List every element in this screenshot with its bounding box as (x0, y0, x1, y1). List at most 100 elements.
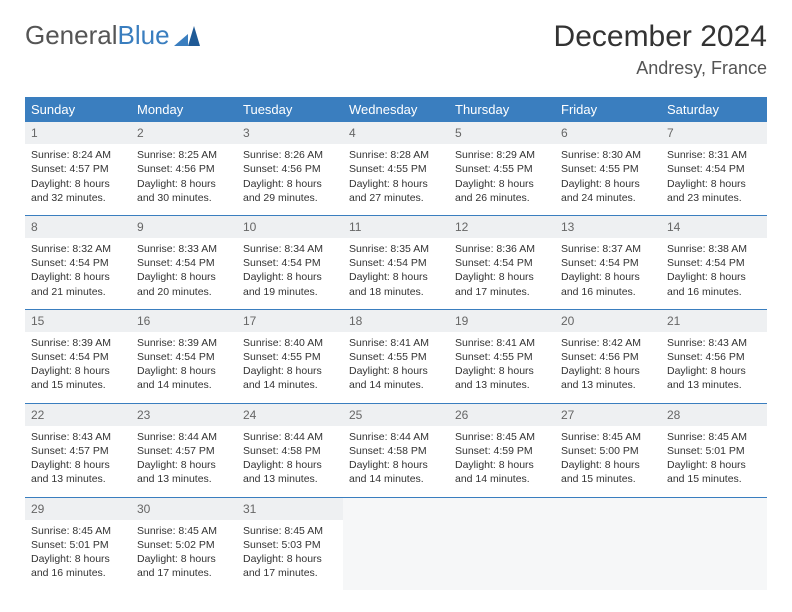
day-number: 26 (449, 403, 555, 426)
daylight-text-2: and 17 minutes. (455, 285, 549, 299)
day-number: 12 (449, 215, 555, 238)
sunset-text: Sunset: 4:56 PM (137, 162, 231, 176)
daylight-text-2: and 19 minutes. (243, 285, 337, 299)
sunset-text: Sunset: 5:03 PM (243, 538, 337, 552)
sunset-text: Sunset: 4:54 PM (31, 256, 125, 270)
day-info: Sunrise: 8:30 AMSunset: 4:55 PMDaylight:… (555, 144, 661, 215)
daylight-text-2: and 16 minutes. (31, 566, 125, 580)
sunset-text: Sunset: 4:55 PM (349, 350, 443, 364)
weekday-header: Sunday (25, 97, 131, 122)
day-number-row: 22232425262728 (25, 403, 767, 426)
day-info: Sunrise: 8:43 AMSunset: 4:57 PMDaylight:… (25, 426, 131, 497)
daylight-text-1: Daylight: 8 hours (137, 552, 231, 566)
sunrise-text: Sunrise: 8:31 AM (667, 148, 761, 162)
sunset-text: Sunset: 4:58 PM (243, 444, 337, 458)
day-info: Sunrise: 8:41 AMSunset: 4:55 PMDaylight:… (449, 332, 555, 403)
day-number: 1 (25, 122, 131, 144)
daylight-text-2: and 15 minutes. (561, 472, 655, 486)
daylight-text-2: and 15 minutes. (667, 472, 761, 486)
sunset-text: Sunset: 4:57 PM (137, 444, 231, 458)
sunrise-text: Sunrise: 8:26 AM (243, 148, 337, 162)
sunrise-text: Sunrise: 8:45 AM (455, 430, 549, 444)
daylight-text-1: Daylight: 8 hours (243, 458, 337, 472)
sunrise-text: Sunrise: 8:33 AM (137, 242, 231, 256)
day-info: Sunrise: 8:45 AMSunset: 5:03 PMDaylight:… (237, 520, 343, 591)
day-number: 20 (555, 309, 661, 332)
day-number: 19 (449, 309, 555, 332)
daylight-text-1: Daylight: 8 hours (667, 270, 761, 284)
sunset-text: Sunset: 4:54 PM (243, 256, 337, 270)
daylight-text-2: and 13 minutes. (667, 378, 761, 392)
daylight-text-1: Daylight: 8 hours (561, 270, 655, 284)
sunset-text: Sunset: 4:55 PM (455, 350, 549, 364)
day-info-row: Sunrise: 8:32 AMSunset: 4:54 PMDaylight:… (25, 238, 767, 309)
day-info: Sunrise: 8:36 AMSunset: 4:54 PMDaylight:… (449, 238, 555, 309)
day-info: Sunrise: 8:45 AMSunset: 5:01 PMDaylight:… (661, 426, 767, 497)
day-number: 8 (25, 215, 131, 238)
daylight-text-2: and 26 minutes. (455, 191, 549, 205)
daylight-text-1: Daylight: 8 hours (31, 458, 125, 472)
sunrise-text: Sunrise: 8:24 AM (31, 148, 125, 162)
day-number: 14 (661, 215, 767, 238)
sunset-text: Sunset: 4:55 PM (243, 350, 337, 364)
day-info: Sunrise: 8:25 AMSunset: 4:56 PMDaylight:… (131, 144, 237, 215)
daylight-text-2: and 20 minutes. (137, 285, 231, 299)
day-info: Sunrise: 8:31 AMSunset: 4:54 PMDaylight:… (661, 144, 767, 215)
sunrise-text: Sunrise: 8:45 AM (561, 430, 655, 444)
day-number (343, 497, 449, 520)
day-info: Sunrise: 8:45 AMSunset: 5:02 PMDaylight:… (131, 520, 237, 591)
daylight-text-2: and 14 minutes. (243, 378, 337, 392)
day-number: 17 (237, 309, 343, 332)
sunrise-text: Sunrise: 8:29 AM (455, 148, 549, 162)
day-number: 13 (555, 215, 661, 238)
day-number: 22 (25, 403, 131, 426)
daylight-text-1: Daylight: 8 hours (137, 270, 231, 284)
day-number: 27 (555, 403, 661, 426)
sunrise-text: Sunrise: 8:40 AM (243, 336, 337, 350)
day-number (661, 497, 767, 520)
daylight-text-1: Daylight: 8 hours (31, 177, 125, 191)
daylight-text-2: and 29 minutes. (243, 191, 337, 205)
day-info-row: Sunrise: 8:39 AMSunset: 4:54 PMDaylight:… (25, 332, 767, 403)
day-info: Sunrise: 8:45 AMSunset: 5:00 PMDaylight:… (555, 426, 661, 497)
daylight-text-2: and 27 minutes. (349, 191, 443, 205)
sunrise-text: Sunrise: 8:43 AM (667, 336, 761, 350)
daylight-text-2: and 15 minutes. (31, 378, 125, 392)
sunset-text: Sunset: 4:54 PM (137, 256, 231, 270)
sunrise-text: Sunrise: 8:45 AM (31, 524, 125, 538)
sunset-text: Sunset: 4:54 PM (667, 162, 761, 176)
daylight-text-2: and 21 minutes. (31, 285, 125, 299)
day-info: Sunrise: 8:38 AMSunset: 4:54 PMDaylight:… (661, 238, 767, 309)
day-info (555, 520, 661, 591)
day-info: Sunrise: 8:33 AMSunset: 4:54 PMDaylight:… (131, 238, 237, 309)
day-info: Sunrise: 8:34 AMSunset: 4:54 PMDaylight:… (237, 238, 343, 309)
daylight-text-2: and 32 minutes. (31, 191, 125, 205)
day-info: Sunrise: 8:26 AMSunset: 4:56 PMDaylight:… (237, 144, 343, 215)
daylight-text-1: Daylight: 8 hours (455, 177, 549, 191)
day-number: 11 (343, 215, 449, 238)
daylight-text-2: and 14 minutes. (455, 472, 549, 486)
weekday-header: Thursday (449, 97, 555, 122)
daylight-text-1: Daylight: 8 hours (31, 270, 125, 284)
day-number: 25 (343, 403, 449, 426)
weekday-header: Friday (555, 97, 661, 122)
day-number: 21 (661, 309, 767, 332)
day-info-row: Sunrise: 8:45 AMSunset: 5:01 PMDaylight:… (25, 520, 767, 591)
logo-text-1: General (25, 20, 118, 51)
daylight-text-1: Daylight: 8 hours (31, 552, 125, 566)
sunset-text: Sunset: 5:01 PM (667, 444, 761, 458)
daylight-text-1: Daylight: 8 hours (667, 177, 761, 191)
daylight-text-2: and 13 minutes. (31, 472, 125, 486)
sunrise-text: Sunrise: 8:37 AM (561, 242, 655, 256)
daylight-text-1: Daylight: 8 hours (137, 364, 231, 378)
day-number: 2 (131, 122, 237, 144)
daylight-text-1: Daylight: 8 hours (561, 364, 655, 378)
daylight-text-1: Daylight: 8 hours (243, 177, 337, 191)
daylight-text-1: Daylight: 8 hours (349, 458, 443, 472)
day-info: Sunrise: 8:45 AMSunset: 5:01 PMDaylight:… (25, 520, 131, 591)
day-number: 15 (25, 309, 131, 332)
daylight-text-1: Daylight: 8 hours (349, 270, 443, 284)
day-number: 5 (449, 122, 555, 144)
daylight-text-1: Daylight: 8 hours (31, 364, 125, 378)
sunset-text: Sunset: 4:59 PM (455, 444, 549, 458)
